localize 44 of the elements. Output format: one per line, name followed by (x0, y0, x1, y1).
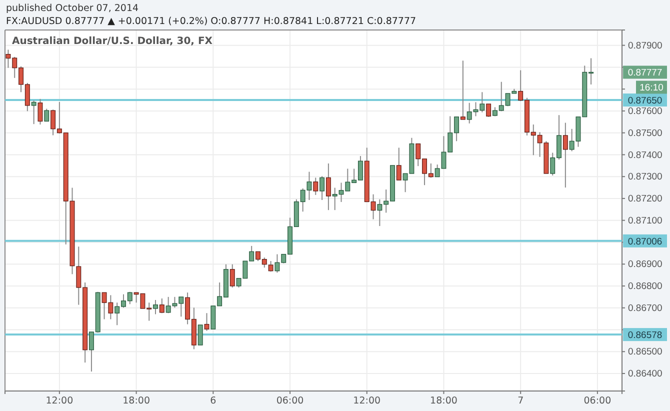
candlestick (268, 260, 274, 272)
candlestick (198, 324, 203, 346)
candlestick (562, 122, 568, 188)
x-tick-label: 18:00 (430, 396, 458, 407)
candlestick (31, 100, 36, 125)
y-tick-label: 0.86400 (628, 368, 662, 380)
x-tick-label: 18:00 (122, 396, 150, 407)
candlestick (396, 147, 402, 181)
candlestick (153, 299, 158, 315)
ref-line-label: 0.86578 (628, 330, 662, 342)
y-tick-label: 0.87100 (628, 215, 662, 226)
candlestick (38, 98, 43, 126)
y-tick-label: 0.87300 (628, 172, 662, 183)
y-tick-label: 0.86900 (628, 259, 662, 270)
y-tick-label: 0.87900 (628, 40, 662, 52)
text: published October 07, 2014 (6, 3, 139, 14)
x-tick-label: 6 (210, 396, 216, 407)
y-tick-label: 0.87600 (628, 106, 662, 117)
text: 16:10 (640, 82, 664, 94)
x-tick-label: 06:00 (276, 396, 304, 407)
candlestick (230, 264, 235, 288)
x-tick-label: 06:00 (584, 396, 612, 407)
candlestick (44, 108, 50, 122)
text: 0.87777 (628, 68, 662, 79)
candlestick (486, 103, 492, 118)
candlestick (460, 60, 466, 120)
candlestick (320, 176, 325, 200)
chart-subtitle: FX:AUDUSD 0.87777 ▲ +0.00171 (+0.2%) O:0.87777 H:0.87841 L:0.87721 C:0.87777 (6, 16, 416, 27)
y-tick-label: 0.87400 (628, 150, 662, 161)
candlestick (159, 298, 164, 314)
y-tick-label: 0.87500 (628, 128, 662, 139)
candlestick (326, 162, 331, 211)
y-tick-label: 0.86800 (628, 281, 662, 292)
y-tick-label: 0.86700 (628, 302, 662, 314)
x-tick-label: 12:00 (353, 396, 381, 407)
x-tick-label: 12:00 (46, 396, 74, 407)
ref-line-label: 0.87006 (628, 236, 662, 248)
x-tick-label: 7 (518, 396, 524, 407)
y-tick-label: 0.86500 (628, 346, 662, 358)
candlestick (313, 177, 318, 196)
ref-line-label: 0.87650 (628, 96, 662, 107)
candlestick (204, 312, 210, 332)
text: Australian Dollar/U.S. Dollar, 30, FX (12, 36, 213, 47)
y-tick-label: 0.87200 (628, 194, 662, 205)
